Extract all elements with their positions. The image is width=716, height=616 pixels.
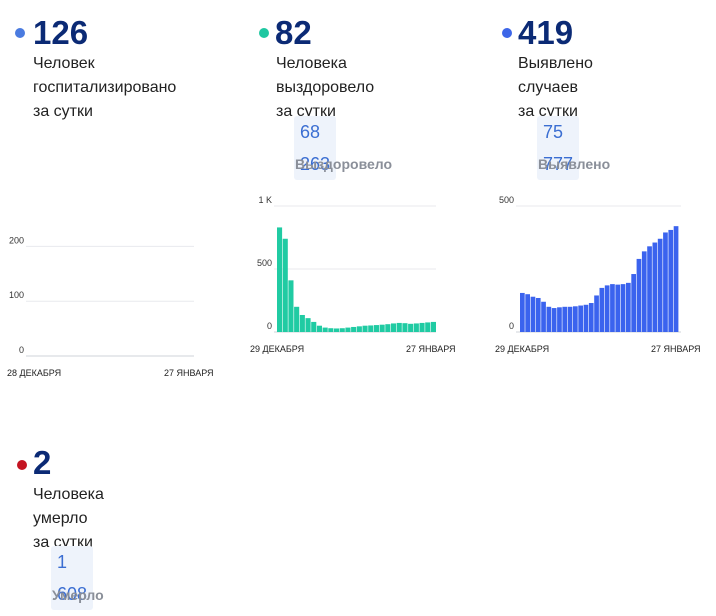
detected-dot-icon	[502, 28, 512, 38]
bar	[379, 324, 385, 332]
bar	[631, 274, 636, 332]
bar	[288, 280, 294, 332]
hospitalized-label: Человек госпитализировано за сутки	[33, 55, 177, 120]
bar	[299, 314, 305, 332]
bar	[339, 328, 345, 332]
x-tick-label: 27 ЯНВАРЯ	[406, 344, 456, 354]
bar	[385, 324, 391, 332]
bar	[620, 284, 626, 332]
recovered-total: 68 263	[294, 116, 337, 180]
bar	[673, 226, 679, 332]
recovered-total-label: Выздоровело	[295, 156, 393, 172]
bar	[413, 323, 419, 332]
detected-chart: 0 500 29 ДЕКАБРЯ 27 ЯНВАРЯ	[495, 195, 701, 354]
bar	[277, 227, 283, 332]
bar	[604, 285, 610, 332]
recovered-value: 82	[275, 14, 312, 51]
bar	[573, 306, 578, 332]
deaths-dot-icon	[17, 460, 27, 470]
bar	[578, 305, 583, 332]
bar	[425, 322, 431, 332]
y-tick-label: 500	[499, 195, 514, 205]
bar	[546, 306, 552, 332]
bar	[345, 327, 351, 332]
bar	[647, 246, 652, 332]
bar	[626, 282, 631, 332]
bar	[610, 284, 615, 332]
bar	[328, 328, 334, 332]
bar	[334, 328, 340, 332]
bar	[396, 322, 402, 332]
bar	[567, 306, 573, 332]
bar	[530, 296, 536, 332]
bar	[557, 307, 562, 332]
hospitalized-chart: 0 100 200 28 ДЕКАБРЯ 27 ЯНВАРЯ	[7, 235, 214, 378]
recovered-label: Человека выздоровело за сутки	[276, 55, 375, 120]
x-tick-label: 29 ДЕКАБРЯ	[250, 344, 304, 354]
bar	[282, 238, 288, 332]
bar	[316, 325, 322, 332]
bar	[525, 294, 530, 332]
y-tick-label: 200	[9, 235, 24, 245]
y-tick-label: 1 K	[258, 195, 272, 205]
deaths-value: 2	[33, 444, 52, 481]
y-tick-label: 500	[257, 258, 272, 268]
bar	[362, 325, 368, 332]
bar	[368, 325, 374, 332]
deaths-total: 1 608	[51, 546, 94, 610]
bar	[535, 297, 541, 332]
bar	[311, 321, 317, 332]
detected-total-label: Выявлено	[538, 156, 611, 172]
y-tick-label: 0	[267, 321, 272, 331]
bar	[663, 232, 668, 332]
detected-label: Выявлено случаев за сутки	[518, 55, 593, 120]
detected-total: 75 777	[537, 116, 580, 180]
x-tick-label: 28 ДЕКАБРЯ	[7, 368, 61, 378]
bar	[356, 326, 362, 332]
bar	[615, 284, 621, 332]
recovered-chart: 0 500 1 K 29 ДЕКАБРЯ 27 ЯНВАРЯ	[250, 195, 456, 354]
bar	[520, 292, 525, 332]
detected-value: 419	[518, 14, 574, 51]
y-tick-label: 0	[509, 321, 514, 331]
bar	[641, 251, 647, 332]
bar	[402, 323, 408, 332]
bar	[636, 258, 642, 332]
bar	[541, 301, 546, 332]
hospitalized-value: 126	[33, 14, 89, 51]
x-tick-label: 29 ДЕКАБРЯ	[495, 344, 549, 354]
bar	[419, 322, 425, 332]
bar	[668, 229, 674, 332]
deaths-total-label: Умерло	[52, 587, 104, 603]
bar	[562, 306, 568, 332]
bar	[373, 325, 379, 332]
bar	[583, 304, 589, 332]
bar	[551, 308, 557, 332]
bar	[430, 321, 436, 332]
bar	[391, 323, 397, 332]
bar	[652, 242, 658, 332]
x-tick-label: 27 ЯНВАРЯ	[651, 344, 701, 354]
deaths-label: Человека умерло за сутки	[33, 486, 104, 551]
hospitalized-dot-icon	[15, 28, 25, 38]
bar	[322, 327, 328, 332]
bar	[305, 318, 311, 332]
bar	[657, 238, 663, 332]
bar	[351, 326, 357, 332]
x-tick-label: 27 ЯНВАРЯ	[164, 368, 214, 378]
bar	[599, 287, 605, 332]
y-tick-label: 0	[19, 345, 24, 355]
bar	[594, 295, 599, 332]
recovered-dot-icon	[259, 28, 269, 38]
bar	[588, 303, 594, 332]
bar	[408, 323, 414, 332]
y-tick-label: 100	[9, 290, 24, 300]
bar	[294, 306, 300, 332]
